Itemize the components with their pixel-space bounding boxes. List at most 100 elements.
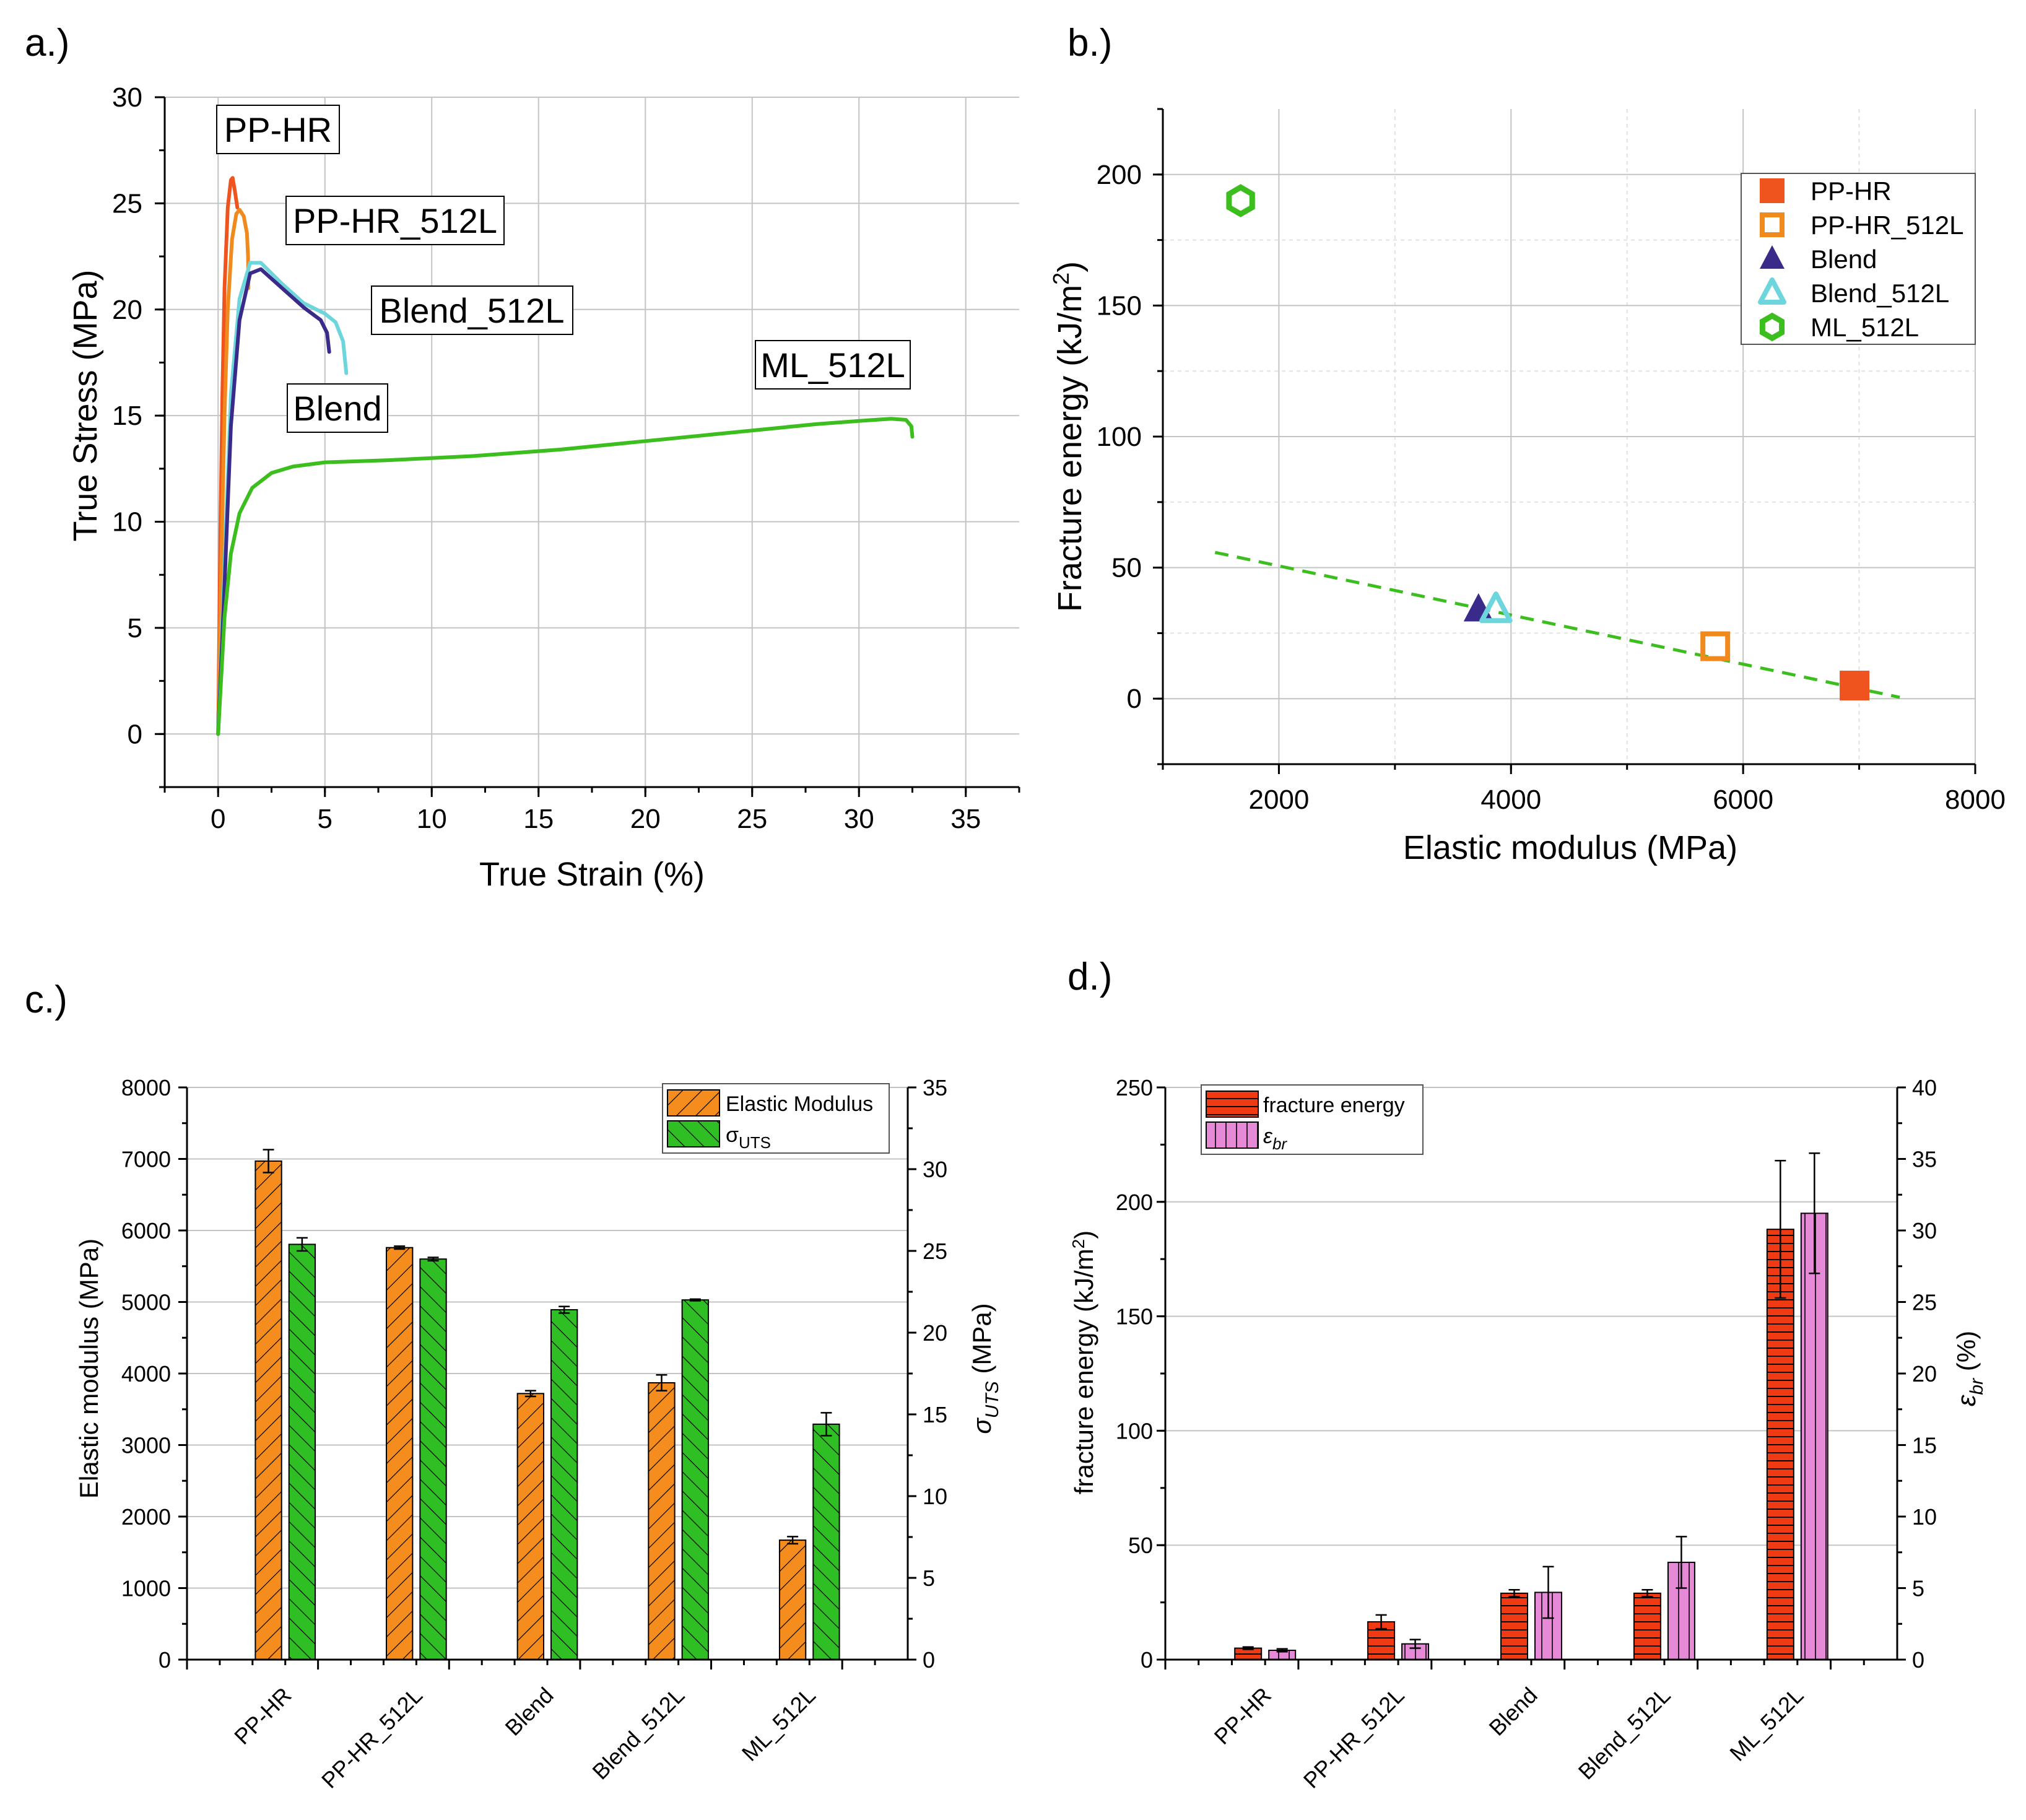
y-tick-label-100: 100 xyxy=(1097,422,1142,452)
y-tick-label-200: 200 xyxy=(1116,1190,1153,1215)
y-tick-label-5: 5 xyxy=(128,613,142,643)
y2-tick-label-35: 35 xyxy=(1912,1147,1937,1172)
y2-tick-label-15: 15 xyxy=(923,1402,947,1427)
y-tick-label-8000: 8000 xyxy=(121,1075,171,1100)
panel-c-bars xyxy=(254,1149,840,1661)
point-pp-hr-512l xyxy=(1700,631,1731,661)
legend-swatch-fracture-energy xyxy=(1206,1091,1259,1118)
callout-blend-512l-text: Blend_512L xyxy=(380,291,565,330)
panel-c: c.) 0 1000 2000 3000 4000 5000 6000 7000 8000 0 5 1… xyxy=(25,978,1002,1793)
y-tick-label-15: 15 xyxy=(112,401,142,431)
y2-tick-label-10: 10 xyxy=(1912,1504,1937,1530)
legend-label-pp-hr: PP-HR xyxy=(1811,176,1892,206)
y-tick-label-25: 25 xyxy=(112,188,142,219)
y-tick-label-5000: 5000 xyxy=(121,1290,171,1315)
y-tick-label-10: 10 xyxy=(112,507,142,538)
y-tick-label-150: 150 xyxy=(1097,290,1142,321)
x-tick-label-2000: 2000 xyxy=(1248,785,1309,815)
x-tick-label-blend: Blend xyxy=(500,1683,559,1741)
series-line-pp-hr-512l xyxy=(216,207,251,736)
x-tick-label-4000: 4000 xyxy=(1480,785,1541,815)
y2-tick-label-5: 5 xyxy=(923,1565,935,1591)
y-tick-label-20: 20 xyxy=(112,295,142,325)
legend-label-blend-512l: Blend_512L xyxy=(1811,279,1949,308)
x-tick-label-10: 10 xyxy=(417,804,447,834)
bar-elastic-modulus-ml-512l xyxy=(778,1539,807,1660)
legend-marker-blend xyxy=(1760,245,1785,269)
y-tick-label-2000: 2000 xyxy=(121,1504,171,1530)
panel-d-legend: fracture energy εbr xyxy=(1201,1084,1424,1155)
y2-tick-label-0: 0 xyxy=(1912,1647,1924,1673)
panel-b-x-axis-title: Elastic modulus (MPa) xyxy=(1403,829,1737,866)
y-tick-label-30: 30 xyxy=(112,82,142,113)
x-tick-label-pp-hr: PP-HR xyxy=(229,1683,296,1749)
legend-label-pp-hr-512l: PP-HR_512L xyxy=(1811,211,1963,240)
panel-d-y2-axis-title: εbr (%) xyxy=(1952,1331,1987,1406)
legend-marker-blend-512l xyxy=(1758,277,1786,305)
point-ml-512l xyxy=(1226,184,1255,217)
callout-pp-hr-512l: PP-HR_512L xyxy=(285,196,505,245)
callout-pp-hr-text: PP-HR xyxy=(224,110,332,149)
legend-swatch-epsilon-br xyxy=(1206,1121,1259,1149)
panel-b-axes: 2000 4000 6000 8000 0 50 100 150 200 xyxy=(1097,108,2006,815)
panel-a-axes: 0 5 10 15 20 25 30 35 0 5 10 15 20 25 30 xyxy=(112,82,1020,834)
y2-tick-label-25: 25 xyxy=(1912,1290,1937,1315)
legend-label-fracture-energy: fracture energy xyxy=(1263,1094,1405,1117)
y2-tick-label-35: 35 xyxy=(923,1075,947,1100)
bar-elastic-modulus-pp-hr-512l xyxy=(386,1247,414,1660)
y-tick-label-6000: 6000 xyxy=(121,1218,171,1243)
panel-a-y-axis-title: True Stress (MPa) xyxy=(67,269,104,541)
x-tick-label-blend-512l: Blend_512L xyxy=(1573,1683,1676,1785)
y-tick-label-0: 0 xyxy=(128,719,142,749)
callout-pp-hr: PP-HR xyxy=(216,105,340,154)
y2-tick-label-20: 20 xyxy=(923,1320,947,1346)
bar-fracture-energy-blend-512l xyxy=(1633,1592,1661,1660)
panel-b-trendline xyxy=(1214,551,1900,699)
panel-d-bars xyxy=(1234,1152,1828,1661)
legend-label-epsilon-br: εbr xyxy=(1263,1125,1287,1153)
y-tick-label-50: 50 xyxy=(1111,553,1142,583)
point-pp-hr xyxy=(1840,671,1870,701)
point-blend-512l xyxy=(1479,591,1513,624)
x-tick-label-5: 5 xyxy=(318,804,333,834)
x-tick-label-pp-hr: PP-HR xyxy=(1209,1683,1276,1749)
panel-d-label: d.) xyxy=(1067,956,1112,998)
x-tick-label-ml-512l: ML_512L xyxy=(1724,1683,1808,1766)
panel-c-y2-axis-title: σUTS (MPa) xyxy=(967,1303,1002,1434)
y-tick-label-0: 0 xyxy=(159,1647,171,1673)
panel-a: a.) 0 5 10 15 20 25 30 35 0 5 10 15 20 25 30 True Stra… xyxy=(25,22,1020,893)
legend-marker-ml-512l xyxy=(1759,312,1785,342)
panel-c-legend: Elastic Modulus σUTS xyxy=(662,1083,890,1154)
y-tick-label-200: 200 xyxy=(1097,160,1142,190)
x-tick-label-pp-hr-512l: PP-HR_512L xyxy=(1298,1683,1409,1793)
y-tick-label-100: 100 xyxy=(1116,1418,1153,1443)
x-tick-label-blend: Blend xyxy=(1484,1683,1542,1741)
callout-blend-text: Blend xyxy=(293,389,381,428)
x-tick-label-30: 30 xyxy=(844,804,874,834)
panel-b-points xyxy=(1226,184,1870,701)
series-line-blend xyxy=(216,267,331,736)
legend-label-elastic-modulus: Elastic Modulus xyxy=(726,1092,873,1116)
bar-br-ml-512l xyxy=(1800,1213,1828,1660)
panel-d-y-axis-title: fracture energy (kJ/m2) xyxy=(1069,1230,1098,1494)
x-tick-label-35: 35 xyxy=(950,804,981,834)
y2-tick-label-30: 30 xyxy=(1912,1218,1937,1243)
y2-tick-label-5: 5 xyxy=(1912,1576,1924,1601)
y-tick-label-7000: 7000 xyxy=(121,1147,171,1172)
bar-elastic-modulus-pp-hr xyxy=(254,1160,282,1660)
y-tick-label-0: 0 xyxy=(1127,684,1142,714)
callout-blend-512l: Blend_512L xyxy=(371,285,573,335)
y2-tick-label-25: 25 xyxy=(923,1239,947,1264)
y2-tick-label-15: 15 xyxy=(1912,1433,1937,1458)
y2-tick-label-0: 0 xyxy=(923,1647,935,1673)
series-line-ml-512l xyxy=(216,417,915,736)
x-tick-label-8000: 8000 xyxy=(1945,785,2006,815)
panel-a-x-axis-title: True Strain (%) xyxy=(479,856,705,893)
bar-uts-ml-512l xyxy=(812,1423,840,1661)
legend-marker-pp-hr xyxy=(1760,178,1785,203)
panel-b-legend: PP-HR PP-HR_512L Blend Blend_512L ML_512L xyxy=(1741,173,1976,345)
legend-marker-pp-hr-512l xyxy=(1760,212,1785,237)
x-tick-label-pp-hr-512l: PP-HR_512L xyxy=(316,1683,427,1793)
panel-b: b.) 2000 4000 6000 8000 0 50 100 150 200 Elastic… xyxy=(1048,22,2006,866)
bar-elastic-modulus-blend xyxy=(516,1393,545,1661)
